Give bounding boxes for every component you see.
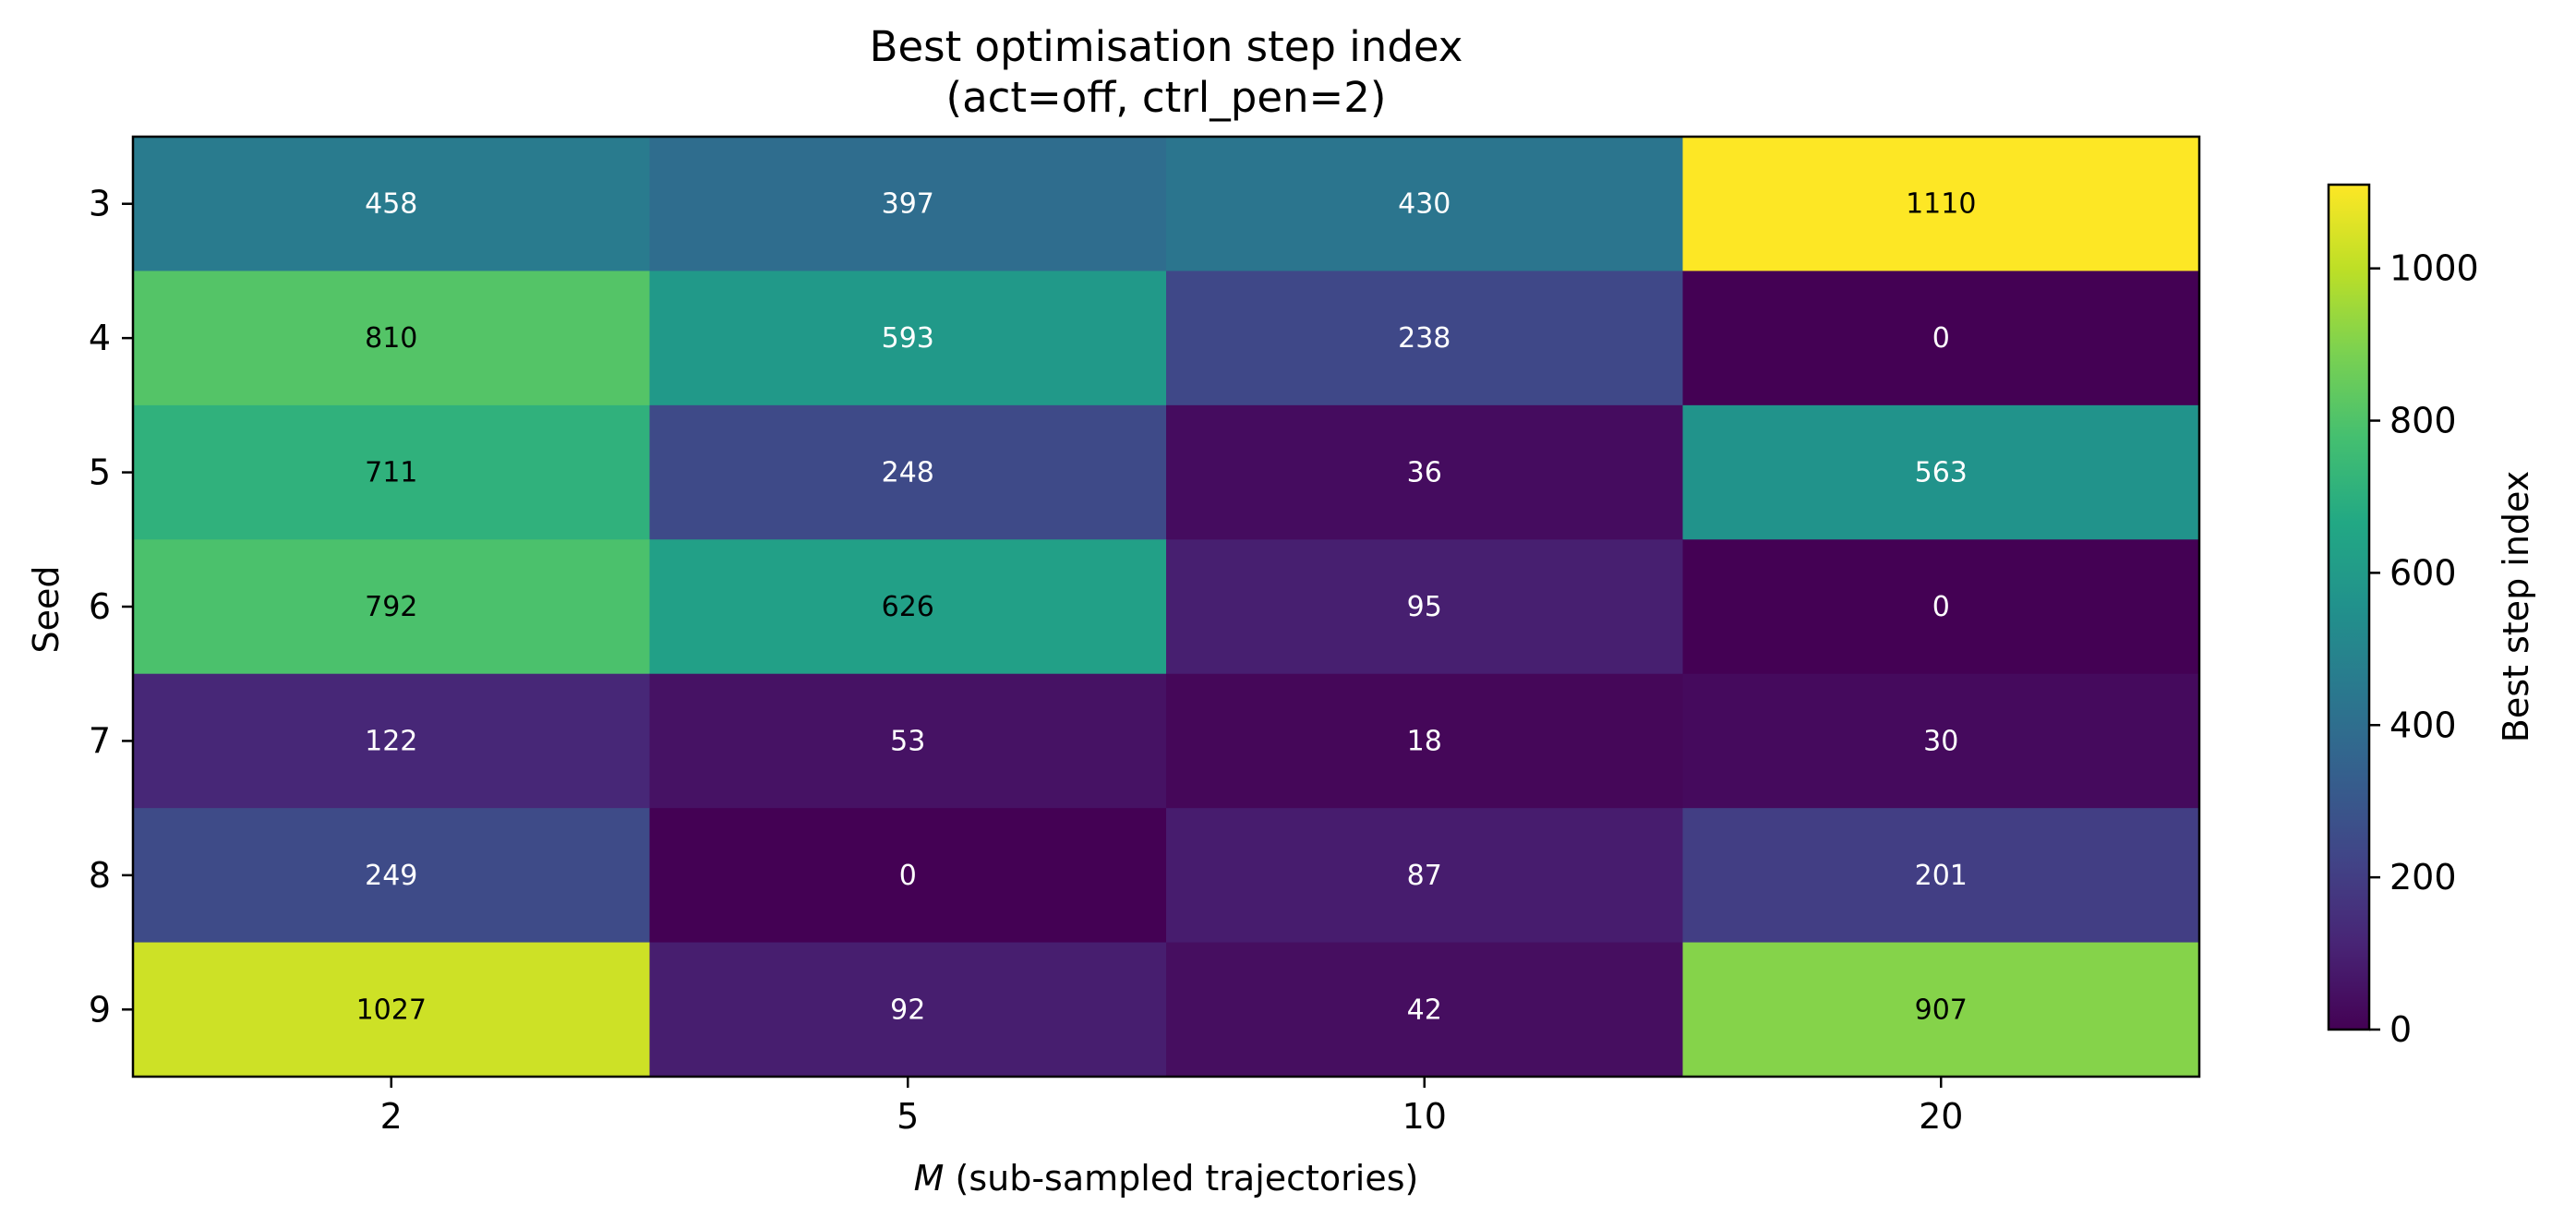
heatmap-cell-label: 201 — [1915, 860, 1968, 892]
y-tick-label: 7 — [89, 720, 111, 761]
heatmap-cell-label: 0 — [1932, 322, 1950, 355]
heatmap-cell-label: 92 — [890, 994, 925, 1026]
heatmap-cell — [133, 539, 651, 675]
x-tick-label: 20 — [1919, 1096, 1963, 1137]
y-axis-ticks: 3 4 5 6 7 8 9 — [89, 184, 133, 1030]
colorbar-tick-label: 600 — [2389, 552, 2457, 593]
heatmap-cell-label: 430 — [1398, 188, 1451, 221]
colorbar-tick-label: 400 — [2389, 705, 2457, 745]
heatmap-cell — [1166, 808, 1684, 944]
heatmap-cell — [1166, 137, 1684, 272]
heatmap-cell — [1166, 539, 1684, 675]
heatmap-cell — [649, 271, 1167, 406]
heatmap-cell-label: 122 — [365, 725, 417, 757]
heatmap-cell — [1166, 404, 1684, 540]
heatmap-cell-labels: 458 397 430 1110 810 593 238 0 711 248 36 563 792 626… — [356, 188, 1977, 1027]
heatmap-cell — [1682, 271, 2200, 406]
y-tick-label: 4 — [89, 318, 111, 358]
heatmap-cell-label: 907 — [1915, 994, 1968, 1026]
colorbar — [2327, 183, 2371, 1031]
heatmap-cell — [133, 942, 651, 1078]
heatmap-cell-label: 0 — [899, 860, 917, 892]
heatmap-cell-label: 810 — [365, 322, 417, 355]
y-tick-label: 8 — [89, 855, 111, 896]
heatmap-cell — [133, 271, 651, 406]
x-axis-label: M (sub-sampled trajectories) — [914, 1158, 1419, 1199]
heatmap-cell — [1682, 137, 2200, 272]
colorbar-tick-label: 800 — [2389, 401, 2457, 441]
heatmap-cell-label: 1027 — [356, 994, 427, 1026]
heatmap-cell-label: 458 — [365, 188, 417, 221]
heatmap-cell — [1166, 673, 1684, 809]
y-tick-label: 3 — [89, 184, 111, 224]
heatmap-cell — [1166, 942, 1684, 1078]
x-tick-label: 2 — [380, 1096, 403, 1137]
chart-subtitle: (act=off, ctrl_pen=2) — [946, 73, 1387, 122]
heatmap-cell-label: 593 — [882, 322, 934, 355]
heatmap-cell-label: 0 — [1932, 591, 1950, 623]
heatmap-cell-label: 53 — [890, 725, 925, 757]
x-tick-label: 5 — [897, 1096, 919, 1137]
x-axis-label-text: (sub-sampled trajectories) — [944, 1158, 1418, 1199]
heatmap-cell-label: 238 — [1398, 322, 1451, 355]
heatmap-cell-label: 87 — [1407, 860, 1442, 892]
y-tick-label: 6 — [89, 586, 111, 627]
heatmap-cell-label: 36 — [1407, 457, 1442, 489]
x-axis-ticks: 2 5 10 20 — [380, 1077, 1963, 1137]
heatmap-cell — [133, 808, 651, 944]
heatmap-cell — [133, 404, 651, 540]
heatmap-cell — [649, 404, 1167, 540]
heatmap-cells — [133, 137, 2200, 1078]
heatmap-cell — [649, 539, 1167, 675]
y-tick-label: 5 — [89, 452, 111, 493]
heatmap-cell-label: 248 — [882, 457, 934, 489]
heatmap-cell-label: 249 — [365, 860, 417, 892]
heatmap-cell-label: 397 — [882, 188, 934, 221]
heatmap-cell-label: 563 — [1915, 457, 1968, 489]
colorbar-ticks: 0 200 400 600 800 1000 — [2369, 248, 2479, 1050]
heatmap-cell-label: 711 — [365, 457, 417, 489]
heatmap-cell — [1682, 808, 2200, 944]
heatmap-cell-label: 42 — [1407, 994, 1442, 1026]
heatmap-cell-label: 792 — [365, 591, 417, 623]
heatmap-cell — [649, 673, 1167, 809]
colorbar-label: Best step index — [2496, 471, 2536, 742]
heatmap-cell — [133, 137, 651, 272]
heatmap-cell — [1682, 404, 2200, 540]
heatmap-cell — [1682, 942, 2200, 1078]
heatmap-cell-label: 18 — [1407, 725, 1442, 757]
heatmap-cell — [1166, 271, 1684, 406]
x-axis-label-symbol: M — [914, 1158, 945, 1199]
heatmap-cell — [649, 808, 1167, 944]
chart-title: Best optimisation step index — [870, 22, 1463, 71]
x-tick-label: 10 — [1402, 1096, 1447, 1137]
heatmap-cell-label: 626 — [882, 591, 934, 623]
y-axis-label: Seed — [26, 566, 66, 654]
heatmap-cell-label: 1110 — [1906, 188, 1976, 221]
heatmap-cell-label: 95 — [1407, 591, 1442, 623]
heatmap-cell-label: 30 — [1923, 725, 1958, 757]
heatmap-cell — [649, 137, 1167, 272]
heatmap-cell — [133, 673, 651, 809]
heatmap-cell — [1682, 673, 2200, 809]
colorbar-tick-label: 1000 — [2389, 248, 2479, 289]
heatmap-cell — [1682, 539, 2200, 675]
heatmap-cell — [649, 942, 1167, 1078]
colorbar-tick-label: 200 — [2389, 857, 2457, 898]
y-tick-label: 9 — [89, 989, 111, 1030]
colorbar-tick-label: 0 — [2389, 1009, 2412, 1050]
